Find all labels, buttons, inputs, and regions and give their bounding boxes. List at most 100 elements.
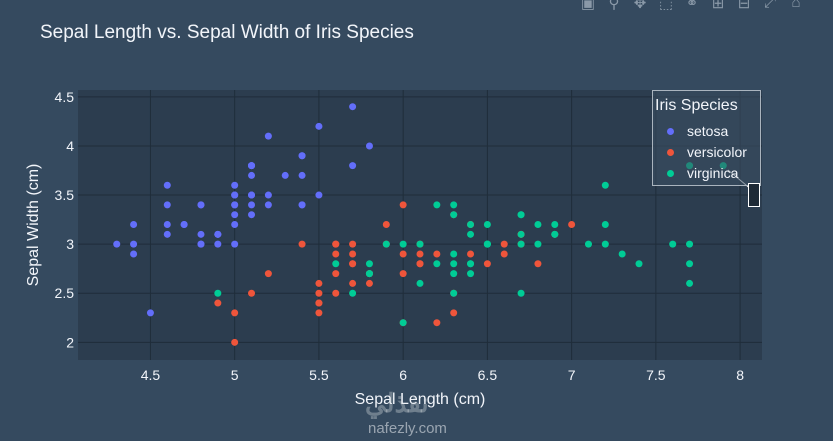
legend[interactable]: Iris Species setosa versicolor virginica <box>652 90 761 186</box>
point-setosa[interactable] <box>248 201 256 209</box>
point-setosa[interactable] <box>298 171 306 179</box>
point-setosa[interactable] <box>163 201 171 209</box>
pan-icon[interactable]: ✥ <box>633 0 647 12</box>
zoom-out-icon[interactable]: ⊟ <box>737 0 751 12</box>
point-versicolor[interactable] <box>248 289 256 297</box>
point-virginica[interactable] <box>551 230 559 238</box>
point-setosa[interactable] <box>264 201 272 209</box>
point-virginica[interactable] <box>450 260 458 268</box>
point-versicolor[interactable] <box>349 279 357 287</box>
point-versicolor[interactable] <box>298 240 306 248</box>
point-setosa[interactable] <box>130 221 138 229</box>
point-virginica[interactable] <box>365 260 373 268</box>
autoscale-icon[interactable]: ⤢ <box>763 0 776 11</box>
point-virginica[interactable] <box>467 230 475 238</box>
point-setosa[interactable] <box>264 191 272 199</box>
zoom-in-icon[interactable]: ⊞ <box>711 0 725 12</box>
point-virginica[interactable] <box>467 221 475 229</box>
plot-area[interactable] <box>78 90 762 360</box>
point-versicolor[interactable] <box>433 250 441 258</box>
point-setosa[interactable] <box>298 152 306 160</box>
point-versicolor[interactable] <box>500 250 508 258</box>
point-setosa[interactable] <box>214 230 222 238</box>
point-versicolor[interactable] <box>433 319 441 327</box>
point-setosa[interactable] <box>163 230 171 238</box>
point-setosa[interactable] <box>231 181 239 189</box>
point-setosa[interactable] <box>248 171 256 179</box>
point-setosa[interactable] <box>315 122 323 130</box>
home-icon[interactable]: ⌂ <box>791 0 801 11</box>
point-virginica[interactable] <box>635 260 643 268</box>
point-versicolor[interactable] <box>399 250 407 258</box>
point-virginica[interactable] <box>584 240 592 248</box>
point-virginica[interactable] <box>618 250 626 258</box>
point-virginica[interactable] <box>365 270 373 278</box>
point-versicolor[interactable] <box>467 250 475 258</box>
point-versicolor[interactable] <box>500 240 508 248</box>
point-virginica[interactable] <box>450 211 458 219</box>
point-virginica[interactable] <box>450 289 458 297</box>
point-versicolor[interactable] <box>416 260 424 268</box>
point-virginica[interactable] <box>686 240 694 248</box>
point-virginica[interactable] <box>517 240 525 248</box>
point-virginica[interactable] <box>601 240 609 248</box>
point-virginica[interactable] <box>601 181 609 189</box>
point-setosa[interactable] <box>214 240 222 248</box>
zoom-icon[interactable]: ⚲ <box>608 0 620 12</box>
point-setosa[interactable] <box>264 132 272 140</box>
point-virginica[interactable] <box>399 319 407 327</box>
point-virginica[interactable] <box>349 289 357 297</box>
legend-item-virginica[interactable]: virginica <box>667 165 738 181</box>
point-virginica[interactable] <box>416 240 424 248</box>
point-virginica[interactable] <box>534 221 542 229</box>
point-virginica[interactable] <box>382 240 390 248</box>
point-setosa[interactable] <box>197 240 205 248</box>
point-versicolor[interactable] <box>214 299 222 307</box>
point-virginica[interactable] <box>483 240 491 248</box>
point-setosa[interactable] <box>365 142 373 150</box>
point-virginica[interactable] <box>517 230 525 238</box>
point-setosa[interactable] <box>130 250 138 258</box>
point-setosa[interactable] <box>163 221 171 229</box>
point-versicolor[interactable] <box>332 240 340 248</box>
point-virginica[interactable] <box>517 289 525 297</box>
point-virginica[interactable] <box>450 270 458 278</box>
point-virginica[interactable] <box>601 221 609 229</box>
point-setosa[interactable] <box>130 240 138 248</box>
point-versicolor[interactable] <box>399 201 407 209</box>
point-setosa[interactable] <box>231 191 239 199</box>
point-versicolor[interactable] <box>315 309 323 317</box>
camera-icon[interactable]: ▣ <box>580 0 596 12</box>
point-virginica[interactable] <box>332 260 340 268</box>
point-versicolor[interactable] <box>315 279 323 287</box>
point-versicolor[interactable] <box>315 289 323 297</box>
point-virginica[interactable] <box>416 279 424 287</box>
point-versicolor[interactable] <box>332 250 340 258</box>
point-setosa[interactable] <box>281 171 289 179</box>
point-virginica[interactable] <box>433 260 441 268</box>
point-setosa[interactable] <box>197 230 205 238</box>
point-virginica[interactable] <box>534 240 542 248</box>
point-setosa[interactable] <box>113 240 121 248</box>
point-virginica[interactable] <box>551 221 559 229</box>
point-versicolor[interactable] <box>264 270 272 278</box>
legend-item-versicolor[interactable]: versicolor <box>667 144 747 160</box>
point-versicolor[interactable] <box>450 309 458 317</box>
point-virginica[interactable] <box>433 201 441 209</box>
point-setosa[interactable] <box>248 162 256 170</box>
point-setosa[interactable] <box>146 309 154 317</box>
point-versicolor[interactable] <box>332 270 340 278</box>
point-setosa[interactable] <box>180 221 188 229</box>
point-virginica[interactable] <box>399 240 407 248</box>
point-virginica[interactable] <box>467 270 475 278</box>
drag-handle[interactable] <box>748 183 760 207</box>
point-virginica[interactable] <box>214 289 222 297</box>
point-setosa[interactable] <box>231 211 239 219</box>
point-setosa[interactable] <box>349 162 357 170</box>
point-versicolor[interactable] <box>349 240 357 248</box>
point-setosa[interactable] <box>315 191 323 199</box>
point-versicolor[interactable] <box>315 299 323 307</box>
point-versicolor[interactable] <box>568 221 576 229</box>
point-versicolor[interactable] <box>416 250 424 258</box>
